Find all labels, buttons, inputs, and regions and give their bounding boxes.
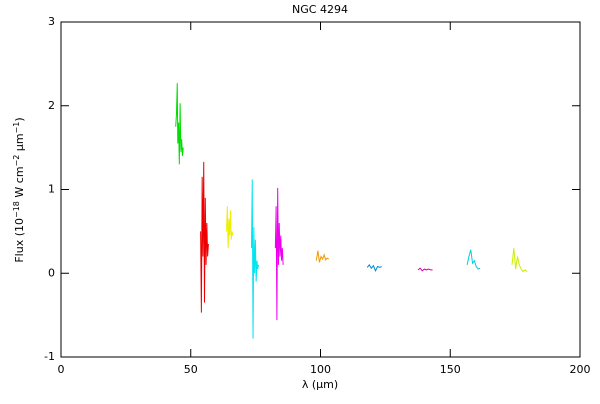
x-tick-label: 100 [310,363,331,376]
spectrum-line [366,264,382,272]
x-axis-label: λ (μm) [302,378,338,391]
y-axis-label-part: Flux (10 [13,218,26,263]
x-tick-label: 50 [184,363,198,376]
y-axis-label: Flux (10−18 W cm−2 μm−1) [12,117,27,262]
spectrum-line [315,250,330,263]
chart-title: NGC 4294 [292,3,348,16]
spectrum-line [226,206,234,249]
y-axis-label-part: −1 [12,122,21,134]
y-axis-label-part: ) [13,117,26,121]
y-axis-label-part: W cm [13,166,26,201]
y-axis-label-part: μm [13,133,26,154]
spectrum-line [274,187,284,321]
spectrum-line [466,249,481,270]
y-tick-label: 0 [48,266,55,279]
x-tick-label: 0 [58,363,65,376]
spectrum-line [250,179,259,339]
spectrum-line [511,248,528,273]
spectrum-line [200,161,209,313]
y-axis-label-part: −2 [12,155,21,167]
x-tick-label: 150 [440,363,461,376]
spectrum-line [417,267,433,272]
spectrum-line [175,83,184,165]
y-tick-label: 1 [48,183,55,196]
y-tick-label: 3 [48,15,55,28]
x-tick-label: 200 [570,363,591,376]
y-axis-label-part: −18 [12,201,21,218]
y-tick-label: 2 [48,99,55,112]
y-tick-label: -1 [44,350,55,363]
